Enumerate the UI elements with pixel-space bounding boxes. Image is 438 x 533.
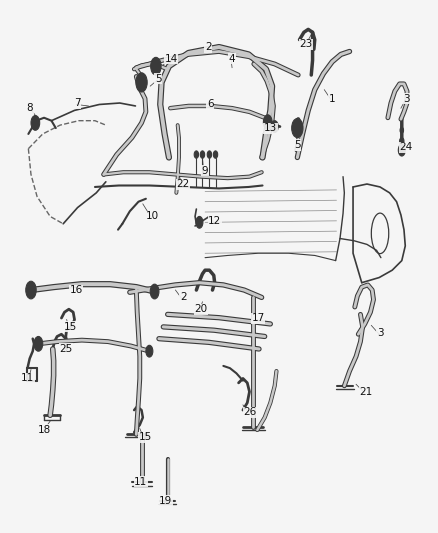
Text: 25: 25 bbox=[59, 344, 72, 354]
Circle shape bbox=[151, 58, 161, 75]
Text: 8: 8 bbox=[26, 103, 33, 113]
Text: 17: 17 bbox=[251, 313, 265, 323]
Text: 21: 21 bbox=[360, 386, 373, 397]
Circle shape bbox=[398, 144, 405, 156]
Text: 22: 22 bbox=[177, 179, 190, 189]
Circle shape bbox=[194, 151, 198, 158]
Text: 15: 15 bbox=[64, 322, 77, 332]
Text: 3: 3 bbox=[377, 328, 383, 338]
Circle shape bbox=[31, 116, 40, 130]
Text: 23: 23 bbox=[300, 39, 313, 49]
Circle shape bbox=[26, 281, 36, 299]
Circle shape bbox=[271, 120, 278, 133]
Text: 16: 16 bbox=[70, 285, 83, 295]
Circle shape bbox=[400, 127, 403, 133]
Text: 5: 5 bbox=[155, 74, 161, 84]
Circle shape bbox=[263, 115, 272, 130]
Text: 2: 2 bbox=[205, 42, 212, 52]
Circle shape bbox=[146, 345, 153, 357]
Text: 19: 19 bbox=[159, 496, 173, 506]
Circle shape bbox=[34, 336, 43, 351]
Circle shape bbox=[292, 118, 303, 138]
Text: 13: 13 bbox=[264, 123, 277, 133]
Circle shape bbox=[207, 151, 212, 158]
Circle shape bbox=[213, 151, 218, 158]
Circle shape bbox=[196, 216, 203, 228]
Text: 4: 4 bbox=[229, 54, 235, 64]
Circle shape bbox=[136, 73, 147, 92]
Text: 2: 2 bbox=[180, 293, 187, 302]
Text: 9: 9 bbox=[202, 166, 208, 176]
Text: 12: 12 bbox=[208, 216, 221, 226]
Circle shape bbox=[200, 151, 205, 158]
Text: 26: 26 bbox=[244, 407, 257, 417]
Text: 20: 20 bbox=[194, 304, 207, 314]
Circle shape bbox=[399, 138, 404, 145]
Text: 24: 24 bbox=[399, 142, 413, 152]
Text: 10: 10 bbox=[146, 212, 159, 221]
Text: 18: 18 bbox=[37, 425, 51, 435]
Text: 6: 6 bbox=[207, 100, 214, 109]
Text: 11: 11 bbox=[21, 374, 34, 383]
Text: 7: 7 bbox=[74, 98, 81, 108]
Text: 11: 11 bbox=[134, 477, 147, 487]
Text: 1: 1 bbox=[329, 94, 336, 103]
Text: 3: 3 bbox=[403, 94, 410, 103]
Circle shape bbox=[150, 284, 159, 299]
Text: 5: 5 bbox=[294, 140, 300, 150]
Text: 14: 14 bbox=[165, 54, 178, 64]
Text: 15: 15 bbox=[138, 432, 152, 442]
